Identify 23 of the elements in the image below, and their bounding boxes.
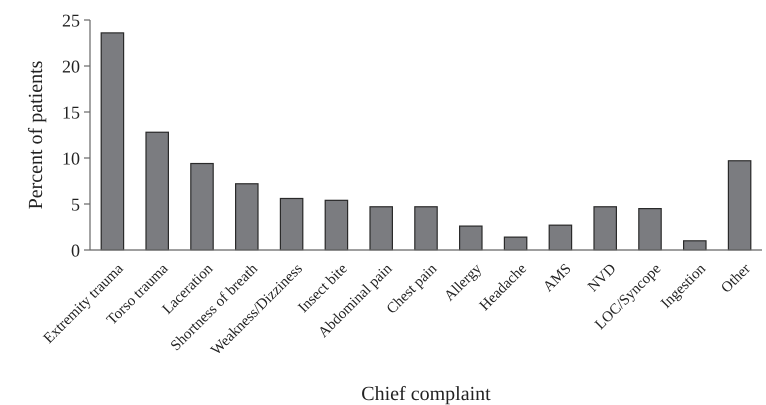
bar — [504, 236, 528, 251]
bar — [145, 132, 169, 251]
bar — [459, 225, 483, 251]
bar — [638, 208, 662, 251]
bar — [369, 206, 393, 251]
bar — [100, 32, 124, 251]
bar — [414, 206, 438, 251]
y-tick-label: 15 — [62, 102, 80, 122]
y-tick-label: 0 — [71, 240, 80, 260]
bar — [548, 224, 572, 251]
bar — [593, 206, 617, 251]
bar — [280, 198, 304, 251]
bar — [235, 183, 259, 251]
bar — [683, 240, 707, 251]
bar — [728, 160, 752, 251]
x-axis-title: Chief complaint — [361, 383, 492, 405]
y-tick-label: 20 — [62, 56, 80, 76]
y-tick-label: 10 — [62, 148, 80, 168]
y-tick-label: 5 — [71, 194, 80, 214]
y-tick-label: 25 — [62, 10, 80, 30]
y-axis-title: Percent of patients — [25, 60, 47, 210]
bar — [324, 200, 348, 251]
bar — [190, 162, 214, 251]
